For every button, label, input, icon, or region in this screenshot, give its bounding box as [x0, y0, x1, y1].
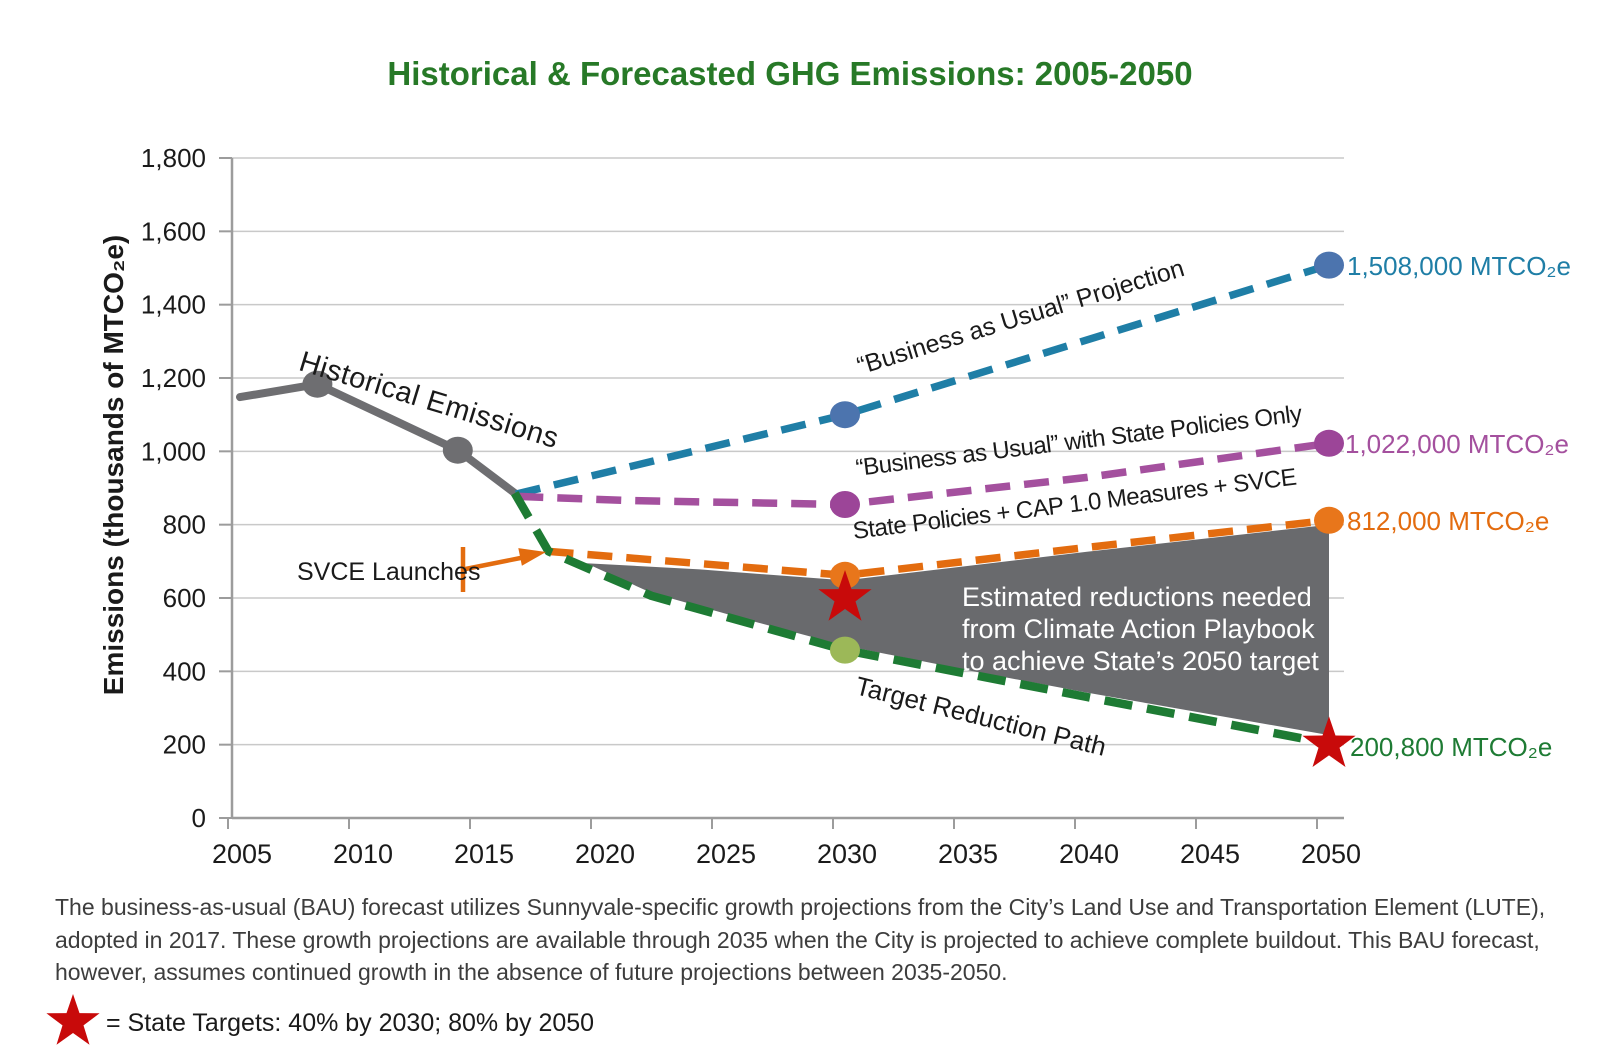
- series-marker: [442, 436, 473, 464]
- reduction-note-line1: Estimated reductions needed: [962, 582, 1312, 612]
- y-tick-label: 1,400: [141, 290, 206, 320]
- x-tick-label: 2035: [938, 839, 998, 869]
- value-label-state-policies-2050: 1,022,000 MTCO₂e: [1345, 429, 1569, 459]
- y-tick-label: 200: [163, 730, 206, 760]
- svce-arrow-shaft: [462, 555, 524, 572]
- series-marker: [830, 401, 860, 429]
- chart-title: Historical & Forecasted GHG Emissions: 2…: [387, 55, 1193, 92]
- reduction-area-wedge: [586, 524, 1329, 736]
- y-tick-label: 1,800: [141, 143, 206, 173]
- x-tick-label: 2005: [212, 839, 272, 869]
- value-label-bau-2050: 1,508,000 MTCO₂e: [1347, 251, 1571, 281]
- legend-star-icon: [46, 994, 100, 1045]
- reduction-area-polygon: [586, 524, 1329, 736]
- series-marker: [1314, 429, 1344, 457]
- series-marker: [302, 370, 333, 398]
- x-tick-label: 2045: [1180, 839, 1240, 869]
- reduction-note: Estimated reductions needed from Climate…: [962, 581, 1319, 677]
- y-tick-label: 0: [192, 803, 206, 833]
- x-tick-label: 2050: [1301, 839, 1361, 869]
- svce-arrow: [460, 547, 546, 592]
- y-tick-label: 1,200: [141, 363, 206, 393]
- series-marker: [830, 636, 860, 664]
- series-marker: [1314, 251, 1344, 279]
- series-marker: [1314, 506, 1344, 534]
- y-axis-title: Emissions (thousands of MTCO₂e): [98, 234, 129, 696]
- state-target-star: [1302, 716, 1356, 767]
- footnote-text: The business-as-usual (BAU) forecast uti…: [55, 894, 1546, 985]
- series-line-4: [511, 490, 1330, 748]
- series-line-0: [236, 380, 519, 498]
- x-tick-label: 2020: [575, 839, 635, 869]
- y-tick-label: 1,600: [141, 216, 206, 246]
- x-tick-label: 2040: [1059, 839, 1119, 869]
- value-label-target-2050: 200,800 MTCO₂e: [1350, 732, 1553, 762]
- y-tick-label: 600: [163, 583, 206, 613]
- x-tick-label: 2025: [696, 839, 756, 869]
- legend-star: [46, 994, 100, 1045]
- value-label-cap-svce-2050: 812,000 MTCO₂e: [1347, 506, 1550, 536]
- x-tick-label: 2010: [333, 839, 393, 869]
- x-tick-label: 2015: [454, 839, 514, 869]
- y-tick-label: 400: [163, 656, 206, 686]
- y-tick-label: 800: [163, 510, 206, 540]
- x-tick-label: 2030: [817, 839, 877, 869]
- state-target-stars: [818, 570, 1356, 767]
- legend-star-note: = State Targets: 40% by 2030; 80% by 205…: [106, 1009, 595, 1037]
- state-target-star: [818, 570, 872, 621]
- series-line-1: [515, 261, 1331, 498]
- reduction-note-line2: from Climate Action Playbook: [962, 614, 1315, 644]
- series-marker: [830, 491, 860, 518]
- svce-arrowhead-icon: [518, 548, 546, 566]
- y-tick-label: 1,000: [141, 436, 206, 466]
- reduction-note-line3: to achieve State’s 2050 target: [962, 646, 1319, 676]
- svce-launches-label: SVCE Launches: [297, 558, 481, 586]
- series-lines: [236, 251, 1344, 748]
